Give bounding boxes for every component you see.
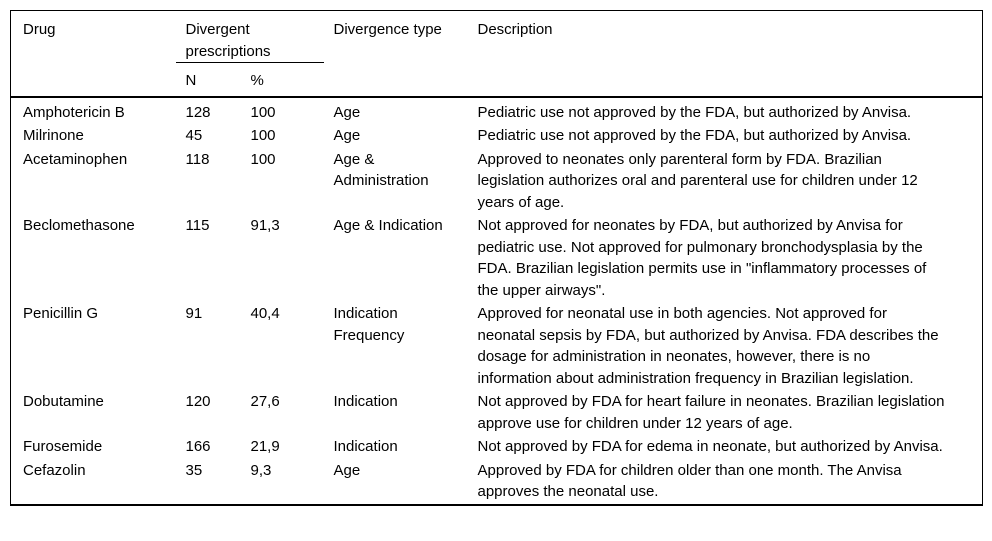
column-header-divergence-type: Divergence type	[333, 21, 442, 38]
n-value: 128	[185, 103, 211, 121]
description-cell: Not approved for neonates by FDA, but au…	[468, 214, 983, 302]
divergence-type: Indication	[333, 438, 398, 455]
description-text: Pediatric use not approved by the FDA, b…	[477, 127, 912, 144]
header-row-main: Drug Divergent prescriptions Divergence …	[11, 10, 983, 63]
pct-value: 100	[250, 127, 276, 144]
pct-value: 91,3	[250, 217, 280, 234]
column-header-divergent-prescriptions: Divergent prescriptions	[175, 10, 324, 63]
divergence-type: Indication	[333, 393, 398, 410]
pct-value: 27,6	[250, 393, 280, 410]
divergence-type: Indication Frequency	[333, 305, 405, 344]
divergence-type: Age & Indication	[333, 217, 443, 234]
description-cell: Approved to neonates only parenteral for…	[468, 148, 983, 215]
drug-name: Milrinone	[23, 127, 84, 144]
description-text: Approved for neonatal use in both agenci…	[477, 305, 939, 387]
description-cell: Approved for neonatal use in both agenci…	[468, 302, 983, 390]
table-row: Furosemide 166 21,9 Indication Not appro…	[11, 435, 983, 459]
table-row: Dobutamine 120 27,6 Indication Not appro…	[11, 390, 983, 435]
pct-value: 40,4	[250, 305, 280, 322]
n-value: 120	[185, 393, 211, 410]
description-cell: Not approved by FDA for heart failure in…	[468, 390, 983, 435]
table-row: Cefazolin 35 9,3 Age Approved by FDA for…	[11, 459, 983, 505]
divergence-type: Age	[333, 461, 361, 479]
header-row-sub: N %	[11, 63, 983, 97]
table-body: Amphotericin B 128 100 Age Pediatric use…	[11, 97, 983, 505]
column-header-description: Description	[477, 21, 553, 38]
drug-name: Dobutamine	[23, 393, 104, 410]
n-value: 91	[185, 305, 203, 322]
drug-divergence-table: Drug Divergent prescriptions Divergence …	[10, 10, 983, 506]
description-cell: Approved by FDA for children older than …	[468, 459, 983, 505]
divergence-type: Age	[333, 127, 361, 144]
description-text: Approved to neonates only parenteral for…	[477, 150, 918, 211]
column-header-drug: Drug	[23, 21, 56, 38]
description-cell: Pediatric use not approved by the FDA, b…	[468, 124, 983, 148]
description-text: Not approved by FDA for heart failure in…	[477, 393, 945, 432]
pct-value: 100	[250, 150, 276, 168]
n-value: 118	[185, 150, 210, 168]
n-value: 45	[185, 127, 203, 144]
n-value: 166	[185, 438, 211, 455]
divergence-type: Age & Administration	[333, 150, 429, 190]
table-row: Penicillin G 91 40,4 Indication Frequenc…	[11, 302, 983, 390]
drug-name: Cefazolin	[23, 461, 86, 479]
description-cell: Not approved by FDA for edema in neonate…	[468, 435, 983, 459]
table-row: Acetaminophen 118 100 Age & Administrati…	[11, 148, 983, 215]
drug-name: Acetaminophen	[23, 150, 128, 168]
drug-name: Beclomethasone	[23, 217, 135, 234]
drug-name: Penicillin G	[23, 305, 99, 322]
table-row: Beclomethasone 115 91,3 Age & Indication…	[11, 214, 983, 302]
pct-value: 100	[250, 103, 276, 121]
drug-name: Amphotericin B	[23, 103, 125, 121]
divergence-type: Age	[333, 103, 361, 121]
drug-name: Furosemide	[23, 438, 103, 455]
table-header: Drug Divergent prescriptions Divergence …	[10, 10, 983, 97]
n-value: 35	[185, 461, 203, 479]
n-value: 115	[185, 217, 210, 234]
column-header-pct: %	[250, 72, 264, 89]
description-text: Approved by FDA for children older than …	[477, 461, 902, 501]
description-text: Pediatric use not approved by the FDA, b…	[477, 103, 912, 121]
description-text: Not approved for neonates by FDA, but au…	[477, 217, 927, 299]
table-row: Milrinone 45 100 Age Pediatric use not a…	[11, 124, 983, 148]
table-row: Amphotericin B 128 100 Age Pediatric use…	[11, 97, 983, 125]
column-header-n: N	[185, 72, 197, 89]
description-cell: Pediatric use not approved by the FDA, b…	[468, 97, 983, 125]
pct-value: 9,3	[250, 461, 272, 479]
description-text: Not approved by FDA for edema in neonate…	[477, 438, 943, 455]
pct-value: 21,9	[250, 438, 280, 455]
